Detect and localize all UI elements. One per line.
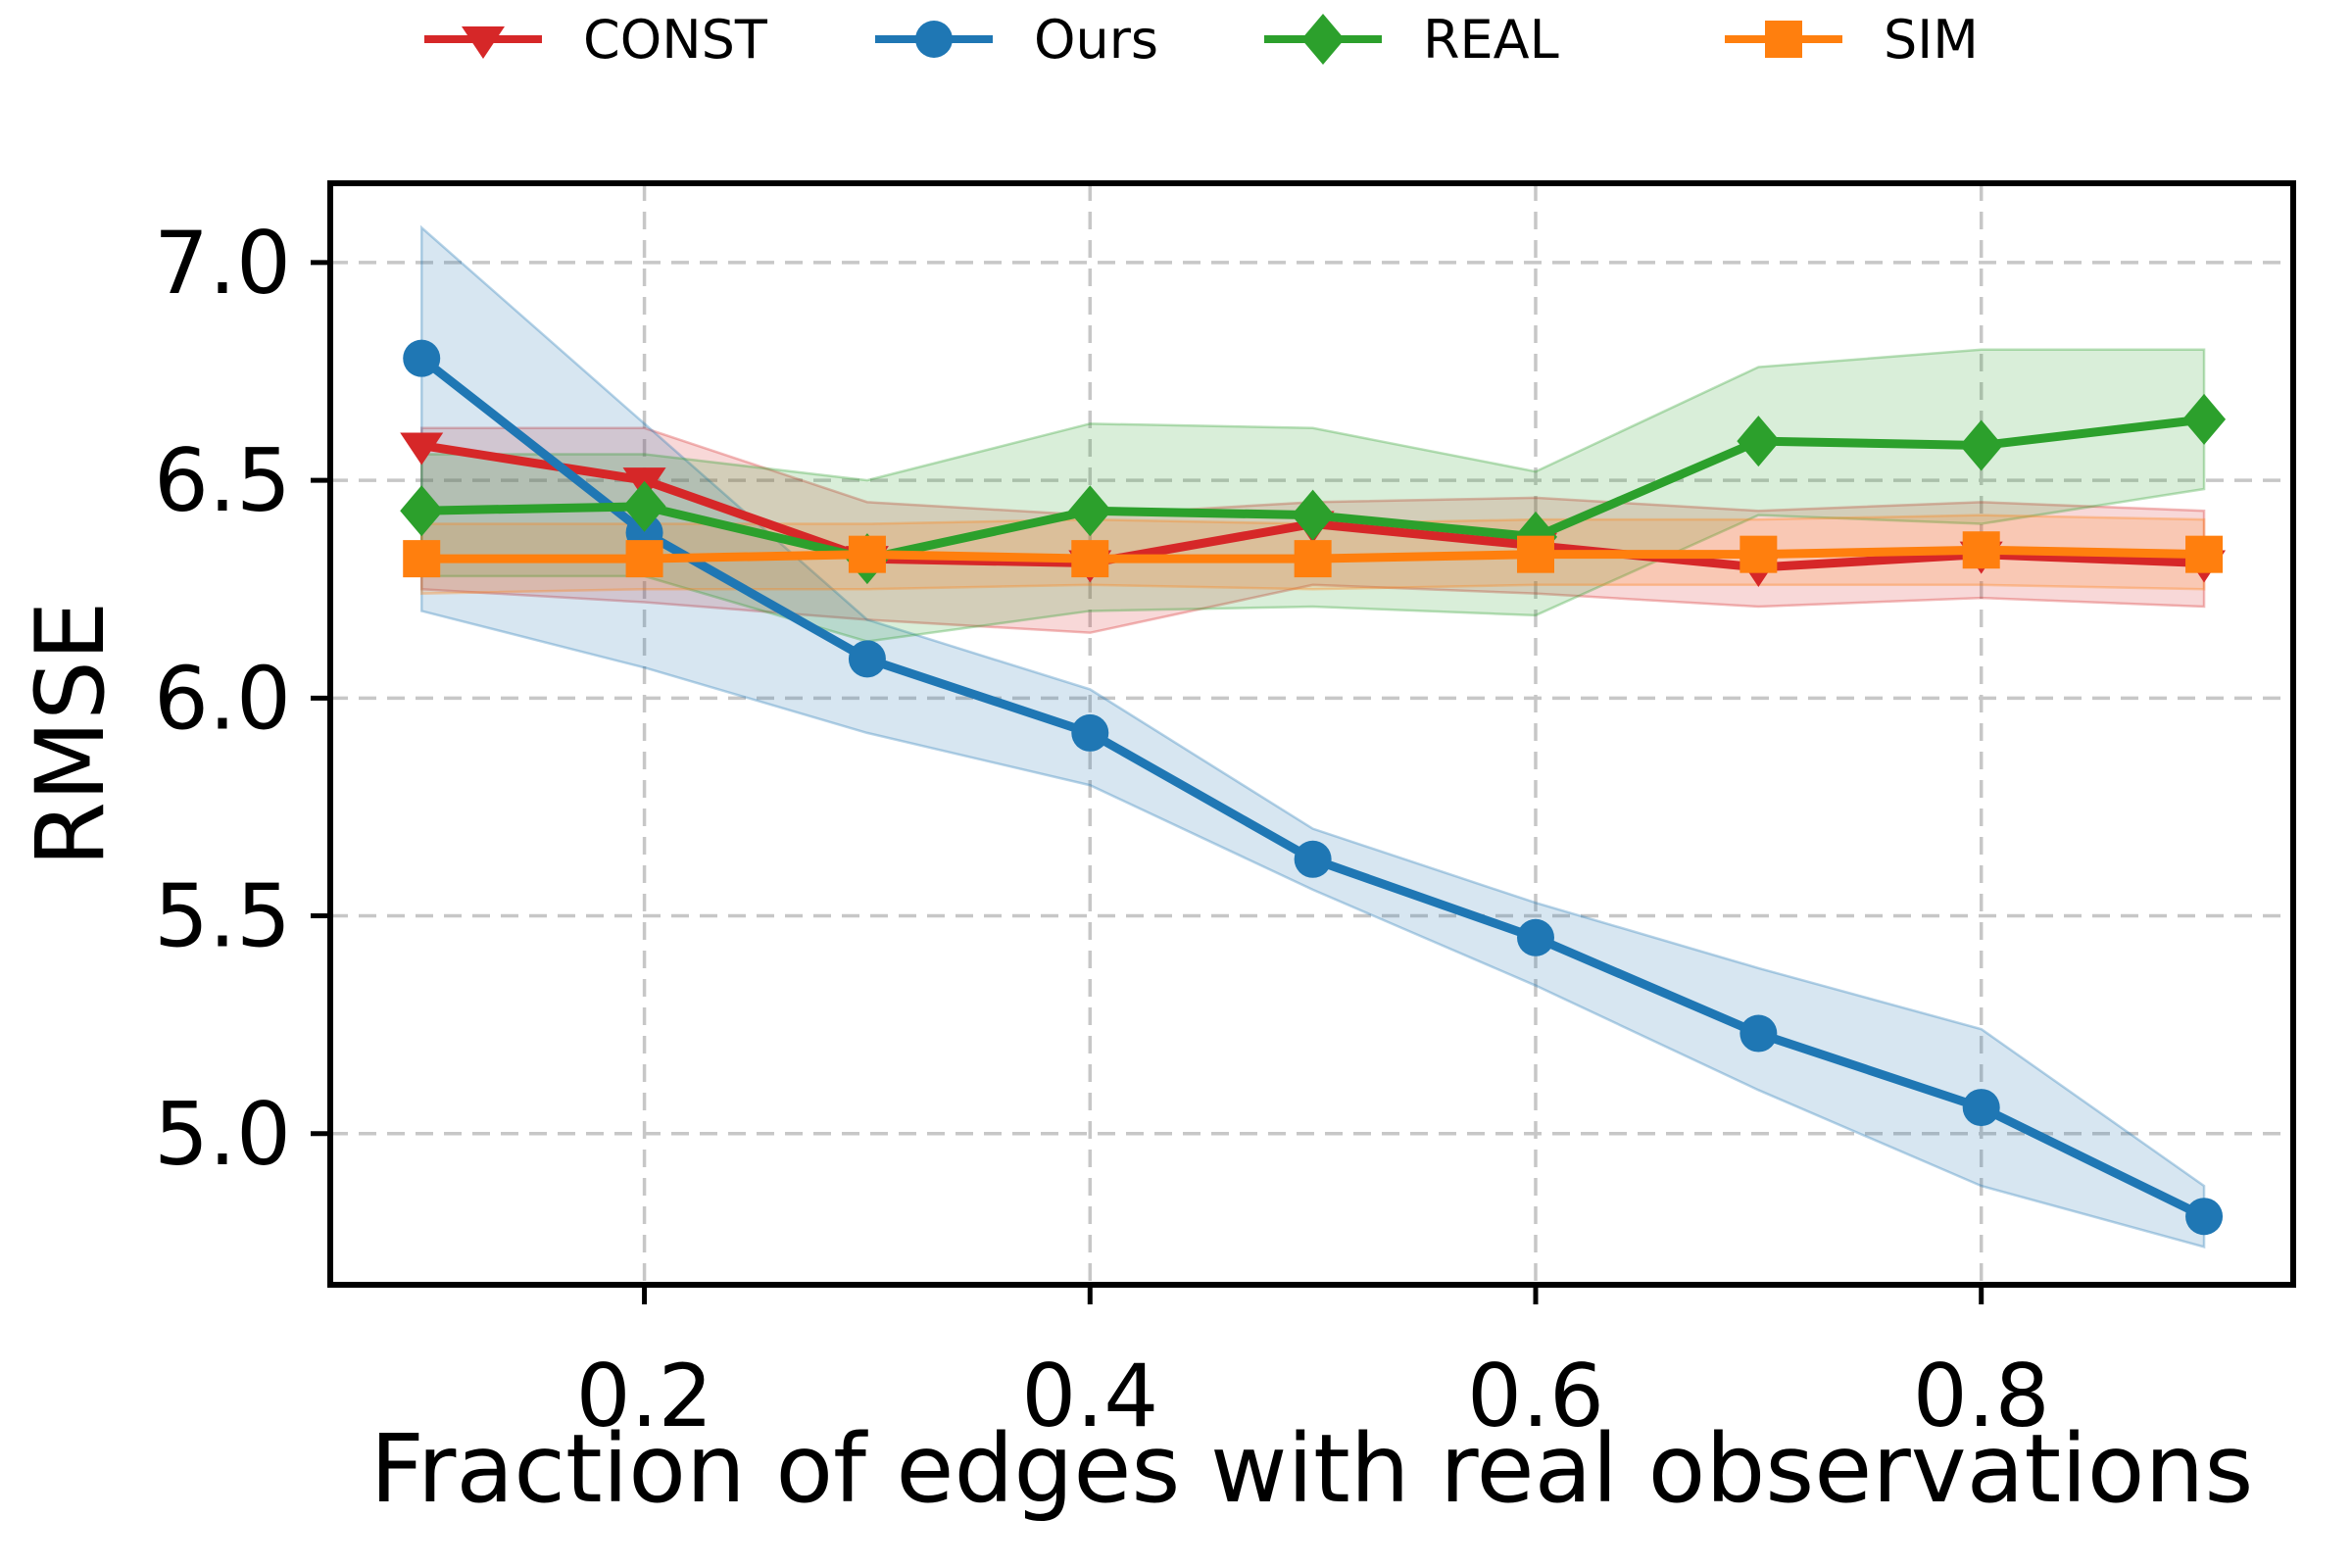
x-axis-title: Fraction of edges with real observations bbox=[370, 1414, 2254, 1524]
data-point-diamond bbox=[1737, 416, 1781, 467]
legend-item-CONST: CONST bbox=[424, 9, 768, 71]
legend-marker-diamond bbox=[1301, 14, 1345, 65]
y-axis: 5.0 5.5 6.0 6.5 7.0 RMSE bbox=[16, 213, 330, 1185]
y-tick-label: 5.5 bbox=[154, 866, 291, 967]
data-point-square bbox=[848, 535, 886, 573]
x-tick-label: 0.6 bbox=[1467, 1346, 1604, 1446]
data-point-square bbox=[1962, 531, 2000, 569]
y-axis-title: RMSE bbox=[16, 601, 125, 866]
data-point-circle bbox=[1294, 840, 1332, 878]
data-point-square bbox=[1071, 540, 1109, 578]
legend-item-REAL: REAL bbox=[1264, 9, 1559, 71]
legend-label: SIM bbox=[1884, 9, 1979, 71]
data-point-circle bbox=[1516, 918, 1554, 956]
legend-label: Ours bbox=[1034, 9, 1158, 71]
legend-marker-triangle bbox=[462, 26, 505, 59]
data-point-circle bbox=[848, 640, 886, 678]
legend-label: CONST bbox=[583, 9, 768, 71]
series-SIM bbox=[403, 531, 2224, 578]
legend-item-Ours: Ours bbox=[875, 9, 1158, 71]
data-point-diamond bbox=[622, 480, 666, 532]
series-Ours bbox=[403, 339, 2224, 1236]
data-point-diamond bbox=[1291, 489, 1335, 541]
x-tick-label: 0.8 bbox=[1913, 1346, 2050, 1446]
y-tick-label: 6.0 bbox=[154, 648, 291, 749]
data-point-circle bbox=[1962, 1089, 2000, 1127]
band-Ours bbox=[419, 224, 2206, 1249]
legend-label: REAL bbox=[1423, 9, 1559, 71]
data-point-diamond bbox=[1068, 485, 1112, 537]
data-point-square bbox=[1294, 540, 1332, 578]
y-tick-label: 7.0 bbox=[154, 213, 291, 314]
y-tick-label: 5.0 bbox=[154, 1084, 291, 1185]
data-point-square bbox=[1516, 535, 1554, 573]
data-point-square bbox=[1740, 535, 1778, 573]
data-point-circle bbox=[403, 339, 441, 377]
data-point-diamond bbox=[2182, 393, 2227, 445]
data-point-triangle bbox=[400, 432, 444, 466]
legend-marker-square bbox=[1765, 21, 1802, 58]
data-point-square bbox=[403, 540, 441, 578]
data-point-circle bbox=[1071, 713, 1109, 752]
axes-spines bbox=[327, 180, 2296, 1288]
legend-item-SIM: SIM bbox=[1725, 9, 1979, 71]
data-point-square bbox=[625, 540, 663, 578]
data-point-circle bbox=[1740, 1014, 1778, 1053]
legend-marker-circle bbox=[915, 21, 953, 58]
data-point-circle bbox=[2185, 1198, 2224, 1236]
legend: CONST Ours REAL SIM bbox=[424, 9, 1979, 71]
x-tick-label: 0.4 bbox=[1021, 1346, 1158, 1446]
data-point-diamond bbox=[1959, 419, 2003, 471]
data-point-diamond bbox=[400, 485, 444, 537]
x-tick-label: 0.2 bbox=[576, 1346, 713, 1446]
data-point-square bbox=[2185, 535, 2224, 573]
y-tick-label: 6.5 bbox=[154, 430, 291, 531]
